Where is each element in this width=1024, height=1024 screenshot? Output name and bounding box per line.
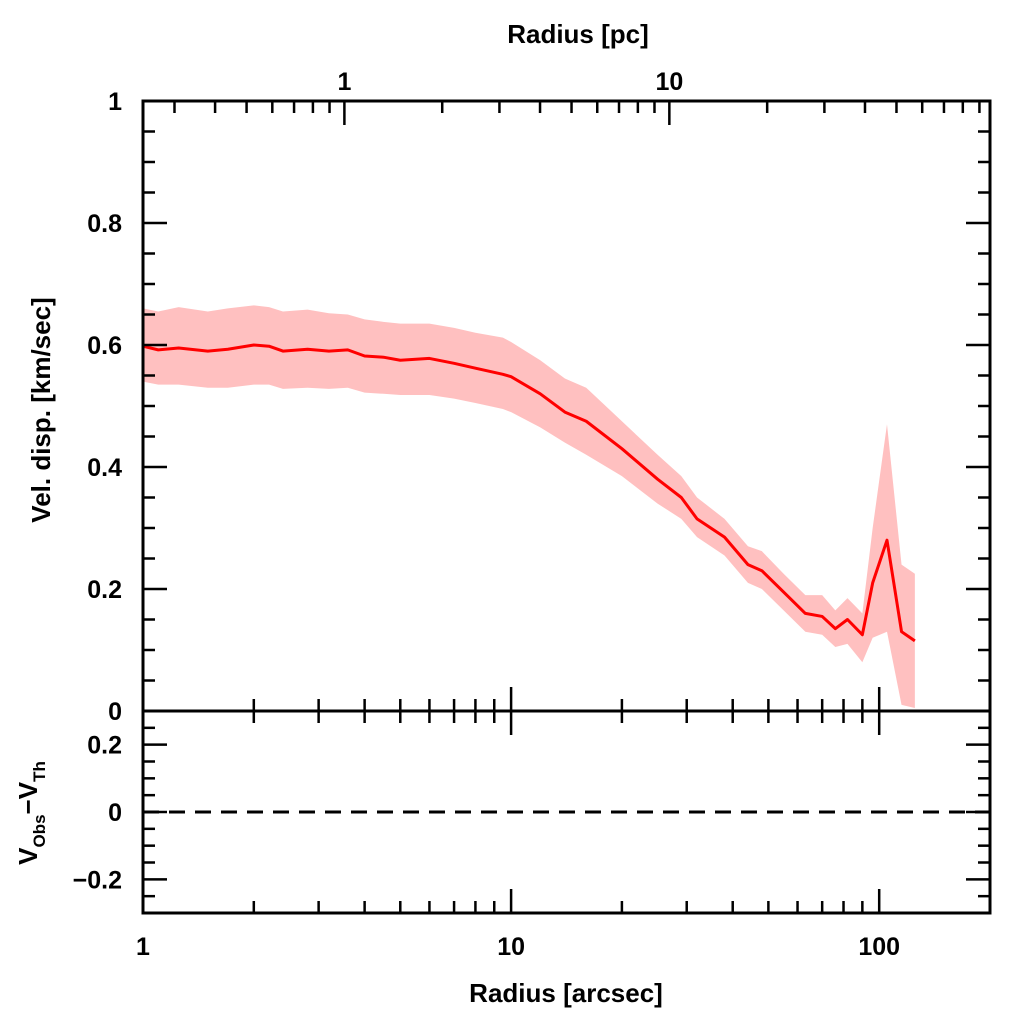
error-band-layer: [143, 305, 915, 708]
y-tick-label: 0.4: [87, 454, 122, 482]
y-tick-label: 1: [108, 88, 122, 116]
axes-layer: 1 10 1 10 100 0 0.2 0.4 0.6 0.8 1 −0.2 0 0.2: [73, 68, 992, 961]
lower-y-tick-label: −0.2: [73, 866, 122, 894]
lower-y-tick-label: 0.2: [87, 732, 122, 760]
lower-y-tick-label: 0: [108, 799, 122, 827]
plot-frame: [141, 99, 992, 915]
y-tick-label: 0.6: [87, 332, 122, 360]
top-x-tick-label: 1: [337, 68, 351, 96]
x-tick-label: 100: [858, 933, 900, 961]
y-tick-label: 0.8: [87, 210, 122, 238]
y-tick-label: 0.2: [87, 576, 122, 604]
y-tick-label: 0: [108, 698, 122, 726]
top-x-tick-label: 10: [655, 68, 683, 96]
x-tick-label: 10: [497, 933, 525, 961]
y-axis-label: Vel. disp. [km/sec]: [26, 297, 56, 522]
error-band: [143, 305, 915, 708]
data-line-layer: [142, 343, 916, 643]
x-axis-label: Radius [arcsec]: [469, 978, 663, 1008]
lower-y-axis-label: VObs−VTh: [13, 761, 49, 865]
top-x-axis-label: Radius [pc]: [507, 19, 649, 49]
x-tick-label: 1: [136, 933, 150, 961]
